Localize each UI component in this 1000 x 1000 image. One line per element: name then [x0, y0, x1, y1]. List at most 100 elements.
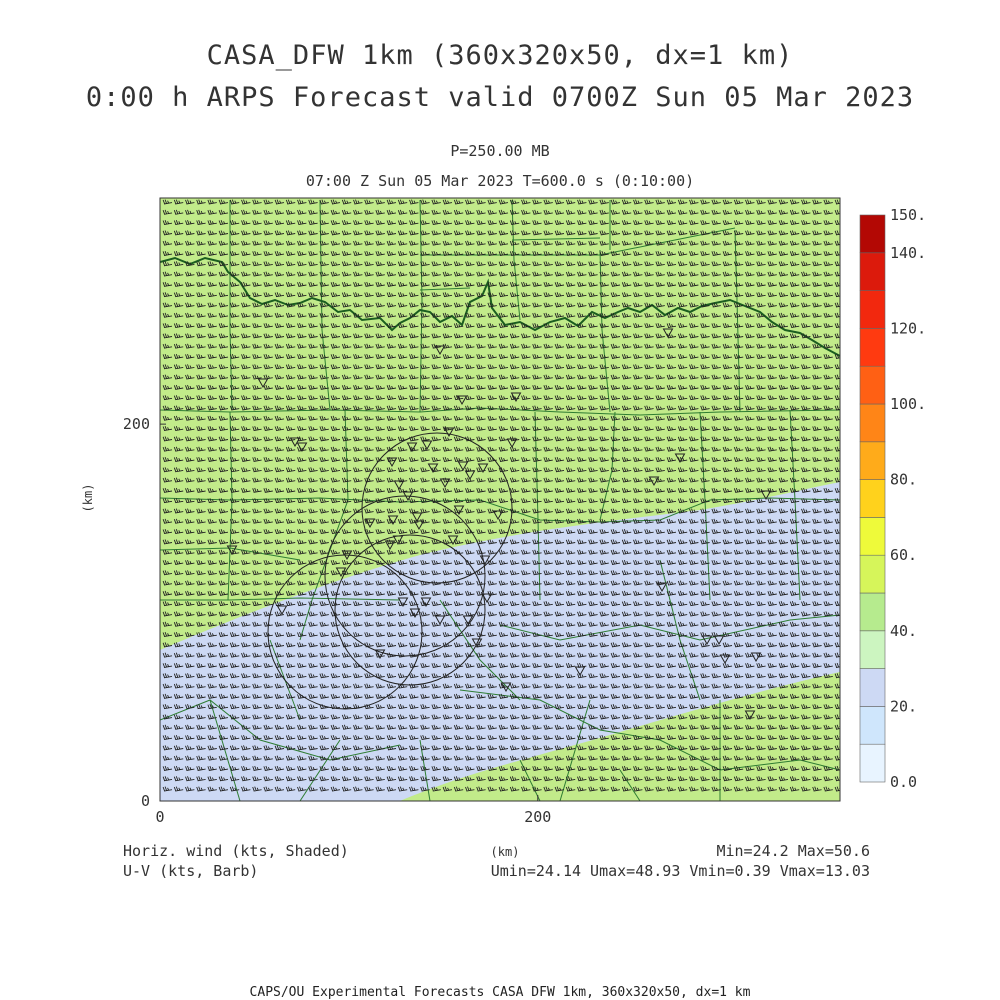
colorbar-label: 40. — [890, 622, 917, 640]
station-marker — [713, 635, 725, 646]
station-marker — [439, 478, 451, 489]
colorbar-segment — [859, 517, 886, 556]
station-marker — [456, 395, 468, 406]
colorbar-label: 120. — [890, 319, 926, 337]
county-line — [619, 769, 641, 801]
station-marker — [427, 463, 439, 474]
colorbar-segment — [859, 441, 886, 480]
min-max-readout: Min=24.2 Max=50.6 — [716, 842, 870, 860]
colorbar-labels: 0.0 20. 40. 60. 80. 100. 120. 140. 150. — [890, 206, 926, 791]
title-line-2: 0:00 h ARPS Forecast valid 0700Z Sun 05 … — [85, 82, 915, 113]
x-tick-label-0: 0 — [155, 808, 164, 826]
axis-ticks — [159, 423, 539, 802]
colorbar — [859, 214, 886, 783]
colorbar-segment — [859, 668, 886, 707]
colorbar-label: 0.0 — [890, 773, 917, 791]
county-line — [160, 597, 401, 601]
county-line — [459, 689, 840, 771]
colorbar-segment — [859, 328, 886, 367]
county-line — [299, 739, 341, 801]
county-line — [160, 699, 401, 761]
county-line — [419, 287, 471, 291]
y-axis-label: (km) — [81, 484, 95, 513]
colorbar-segment — [859, 554, 886, 594]
county-line — [160, 497, 840, 523]
county-line — [534, 411, 541, 601]
county-line — [299, 409, 349, 641]
station-marker — [409, 608, 421, 619]
county-line — [229, 200, 233, 411]
station-marker — [443, 427, 455, 438]
wind-speed-shading — [160, 198, 840, 801]
station-marker — [434, 615, 446, 626]
wind-barb-field — [162, 199, 840, 792]
county-line — [511, 199, 521, 321]
x-tick-label-200: 200 — [524, 808, 551, 826]
station-marker — [276, 605, 288, 616]
colorbar-segment — [859, 252, 886, 291]
station-marker — [510, 392, 522, 403]
uv-min-max-readout: Umin=24.14 Umax=48.93 Vmin=0.39 Vmax=13.… — [491, 862, 870, 880]
legend-barb-label: U-V (kts, Barb) — [123, 862, 258, 880]
county-line — [160, 547, 301, 561]
station-marker — [760, 490, 772, 501]
station-marker — [477, 463, 489, 474]
county-line — [599, 249, 611, 413]
colorbar-segment — [859, 479, 886, 518]
county-line — [734, 229, 741, 413]
y-tick-label-0: 0 — [141, 792, 150, 810]
station-marker — [386, 457, 398, 468]
station-marker — [413, 520, 425, 531]
legend-shaded-label: Horiz. wind (kts, Shaded) — [123, 842, 349, 860]
footer-credit: CAPS/OU Experimental Forecasts CASA DFW … — [249, 985, 751, 1000]
station-marker — [411, 512, 423, 523]
colorbar-label: 60. — [890, 546, 917, 564]
colorbar-label: 140. — [890, 244, 926, 262]
station-marker — [506, 438, 518, 449]
colorbar-segment — [859, 403, 886, 443]
station-marker — [402, 491, 414, 502]
station-marker — [387, 515, 399, 526]
station-marker — [226, 545, 238, 556]
station-marker — [481, 593, 493, 604]
colorbar-segment — [859, 290, 886, 329]
station-marker — [447, 535, 459, 546]
station-marker — [479, 555, 491, 566]
plot-frame — [159, 197, 841, 802]
county-line — [499, 614, 840, 641]
y-tick-label-200: 200 — [123, 415, 150, 433]
colorbar-segment — [859, 365, 886, 405]
colorbar-label: 150. — [890, 206, 926, 224]
county-line — [209, 699, 241, 801]
pressure-level-label: P=250.00 MB — [450, 142, 550, 160]
county-line — [511, 237, 601, 241]
wind-barbs — [162, 199, 840, 792]
valid-time-label: 07:00 Z Sun 05 Mar 2023 T=600.0 s (0:10:… — [305, 172, 695, 190]
colorbar-segment — [859, 706, 886, 745]
station-marker — [420, 597, 432, 608]
colorbar-segment — [859, 214, 886, 254]
county-line — [659, 559, 701, 701]
station-marker — [719, 654, 731, 665]
station-marker — [406, 442, 418, 453]
station-marker — [257, 378, 269, 389]
station-markers — [226, 328, 772, 721]
colorbar-label: 100. — [890, 395, 926, 413]
station-marker — [674, 453, 686, 464]
title-line-1: CASA_DFW 1km (360x320x50, dx=1 km) — [206, 40, 794, 71]
county-line — [419, 199, 423, 413]
colorbar-label: 80. — [890, 471, 917, 489]
station-marker — [492, 510, 504, 521]
station-marker — [656, 582, 668, 593]
station-marker — [457, 461, 469, 472]
state-border-line — [160, 256, 840, 357]
county-line — [559, 699, 591, 801]
station-marker — [374, 649, 386, 660]
station-marker — [434, 345, 446, 356]
county-line — [227, 411, 233, 601]
colorbar-segment — [859, 743, 886, 783]
colorbar-label: 20. — [890, 697, 917, 715]
station-marker — [289, 437, 301, 448]
x-axis-label: (km) — [491, 845, 520, 859]
